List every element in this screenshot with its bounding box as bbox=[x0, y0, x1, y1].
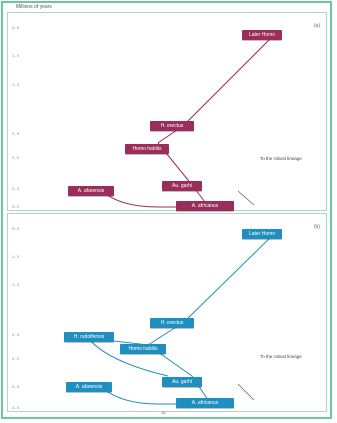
panel-b-tick: 1.0 bbox=[12, 284, 20, 288]
panel-b-note: To the robust lineage bbox=[260, 354, 302, 359]
node-h-erectus: H. erectus bbox=[150, 121, 194, 131]
node-au-garhi: Au. garhi bbox=[162, 377, 202, 387]
panel-a-tick: 2.5 bbox=[12, 157, 20, 161]
panel-b-tick: 0.0 bbox=[12, 228, 20, 232]
panel-b-tick: 3.0 bbox=[12, 386, 20, 390]
panel-a-tick: 1.0 bbox=[12, 84, 20, 88]
panel-a-letter: (a) bbox=[313, 23, 320, 29]
node-a-africanus: A. africanus bbox=[176, 201, 234, 211]
panel-a-tick: 3.5 bbox=[12, 206, 20, 210]
panel-a-tick: 1.5 bbox=[12, 55, 20, 59]
node-later-homo: Later Homo bbox=[242, 30, 282, 40]
panel-b-tick: 2.0 bbox=[12, 334, 20, 338]
node-a-afarensis: A. afarensis bbox=[66, 382, 112, 392]
panel-b-letter: (b) bbox=[313, 224, 320, 230]
node-h-rudolfensis: H. rudolfensis bbox=[64, 332, 114, 342]
node-au-garhi: Au. garhi bbox=[162, 181, 202, 191]
page-number: 16 bbox=[161, 410, 166, 415]
panel-a: Millions of years (a) 0.0 1.5 1.0 2.0 2.… bbox=[7, 4, 327, 211]
panel-b: (b) 0.0 1.5 1.0 2.0 2.5 3.0 3.5 Later Ho… bbox=[7, 213, 327, 412]
node-h-erectus: H. erectus bbox=[150, 318, 194, 328]
node-a-africanus: A. africanus bbox=[176, 398, 234, 408]
axis-header-label: Millions of years bbox=[16, 4, 52, 10]
node-a-afarensis: A. afarensis bbox=[68, 186, 114, 196]
node-homo-habilis: Homo habilis bbox=[125, 144, 169, 154]
panel-b-tick: 1.5 bbox=[12, 256, 20, 260]
node-homo-habilis: Homo habilis bbox=[120, 344, 166, 354]
panel-a-tick: 0.0 bbox=[12, 27, 20, 31]
panel-a-tick: 3.0 bbox=[12, 188, 20, 192]
panel-a-tick: 2.0 bbox=[12, 133, 20, 137]
panel-a-note: To the robust lineage bbox=[260, 156, 302, 161]
panel-b-tick: 3.5 bbox=[12, 407, 20, 411]
panel-b-tick: 2.5 bbox=[12, 358, 20, 362]
node-later-homo: Later Homo bbox=[242, 229, 282, 239]
